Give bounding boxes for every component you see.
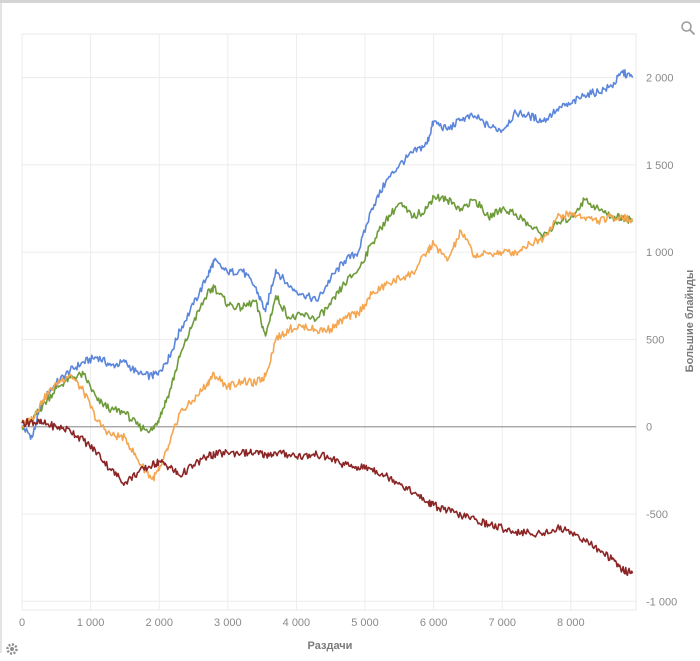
series-line-3: [21, 210, 634, 482]
x-tick-label: 3 000: [214, 617, 242, 629]
y-tick-label: 2 000: [646, 73, 674, 85]
x-tick-label: 2 000: [145, 617, 173, 629]
y-tick-label: 0: [646, 422, 652, 434]
x-tick-label: 8 000: [557, 617, 585, 629]
y-axis-ticks: 2 000 1 500 1 000 500 0 -500 -1 000: [646, 73, 677, 609]
x-tick-label: 4 000: [283, 617, 311, 629]
settings-gear-icon[interactable]: [5, 642, 19, 656]
y-tick-label: -1 000: [646, 596, 677, 608]
x-tick-label: 7 000: [488, 617, 516, 629]
y-tick-label: 1 000: [646, 247, 674, 259]
x-axis-title: Раздачи: [308, 640, 353, 652]
x-tick-label: 5 000: [351, 617, 379, 629]
x-tick-label: 6 000: [420, 617, 448, 629]
y-axis-title: Большие блайнды: [684, 270, 696, 373]
series-line-2: [21, 193, 633, 434]
series-line-1: [21, 69, 634, 441]
x-tick-label: 0: [19, 617, 25, 629]
y-tick-label: 500: [646, 334, 664, 346]
series-line-4: [21, 417, 634, 577]
left-border: [0, 3, 2, 653]
grid-lines: [21, 34, 636, 610]
x-tick-label: 1 000: [77, 617, 105, 629]
series-lines: [21, 69, 634, 577]
zoom-icon[interactable]: [680, 20, 696, 36]
y-tick-label: 1 500: [646, 160, 674, 172]
x-axis-ticks: 0 1 000 2 000 3 000 4 000 5 000 6 000 7 000 8 00…: [19, 617, 585, 629]
y-tick-label: -500: [646, 509, 668, 521]
top-border: [0, 0, 700, 3]
